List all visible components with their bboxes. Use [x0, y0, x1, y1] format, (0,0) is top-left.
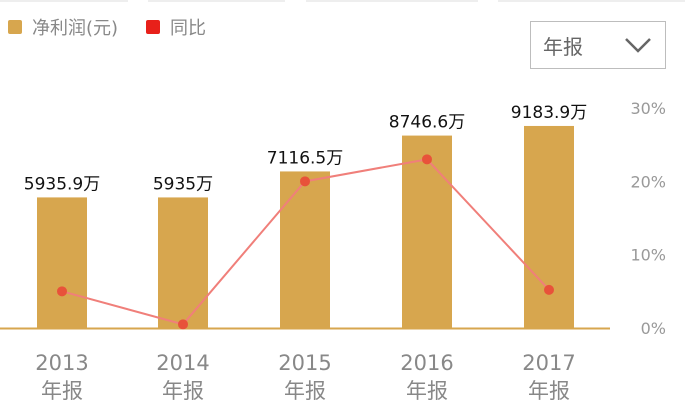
- yoy-point-2016: [422, 154, 432, 165]
- y-right-tick-0: 0%: [641, 319, 666, 338]
- x-label-year-2014: 2014: [156, 351, 209, 375]
- bar-label-2013: 5935.9万: [24, 174, 100, 194]
- period-select-value: 年报: [543, 34, 583, 59]
- x-label-period-2014: 年报: [162, 379, 204, 403]
- legend-item-net-profit[interactable]: 净利润(元): [8, 14, 118, 40]
- legend-swatch-yoy: [146, 20, 161, 34]
- bar-2013: [37, 197, 87, 328]
- x-label-period-2016: 年报: [406, 379, 448, 403]
- x-label-year-2016: 2016: [400, 351, 453, 375]
- y-right-tick-10: 10%: [630, 246, 666, 265]
- x-label-period-2015: 年报: [284, 379, 326, 403]
- bar-2017: [524, 125, 574, 329]
- legend-swatch-net-profit: [8, 20, 22, 34]
- bar-label-2016: 8746.6万: [389, 113, 465, 133]
- bar-2014: [158, 197, 208, 328]
- yoy-point-2015: [300, 176, 310, 187]
- bar-label-2015: 7116.5万: [267, 148, 343, 168]
- x-label-period-2013: 年报: [41, 379, 83, 403]
- legend-label-yoy: 同比: [170, 18, 207, 39]
- yoy-point-2013: [57, 286, 67, 297]
- bar-label-2014: 5935万: [153, 174, 213, 194]
- x-label-year-2013: 2013: [35, 351, 88, 375]
- x-label-year-2017: 2017: [522, 351, 575, 375]
- bar-2015: [280, 171, 330, 328]
- x-label-period-2017: 年报: [528, 379, 570, 403]
- x-label-year-2015: 2015: [278, 351, 331, 375]
- top-divider-strip: [0, 0, 685, 3]
- legend-item-yoy[interactable]: 同比: [146, 14, 206, 40]
- chevron-down-icon: [625, 38, 651, 53]
- yoy-point-2014: [178, 319, 188, 330]
- y-right-tick-20: 20%: [630, 172, 666, 191]
- legend-label-net-profit: 净利润(元): [32, 18, 119, 39]
- yoy-point-2017: [544, 284, 554, 295]
- period-select[interactable]: 年报: [530, 21, 666, 69]
- y-right-tick-30: 30%: [630, 99, 666, 118]
- bar-2016: [402, 135, 452, 328]
- bar-label-2017: 9183.9万: [511, 103, 587, 123]
- chart-legend: 净利润(元) 同比: [8, 14, 234, 40]
